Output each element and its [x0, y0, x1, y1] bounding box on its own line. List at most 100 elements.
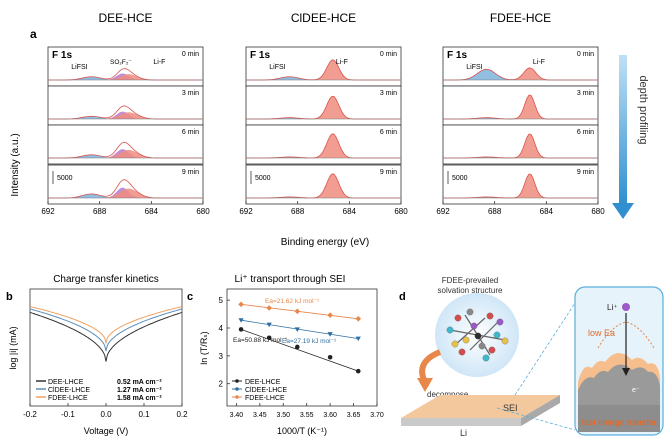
xps-column-3: FDEE-HCE 0 min F 1s LiFSI Li-F 3 min 6 min 9 mi… — [436, 11, 605, 216]
data-point — [355, 368, 361, 374]
li-label: Li — [460, 428, 467, 438]
atom — [478, 342, 486, 350]
xps-row: 6 min — [442, 124, 599, 165]
time-label: 6 min — [380, 129, 397, 136]
xps-row: 9 min 5000 — [245, 164, 402, 205]
x-tick-label: 3.40 — [230, 412, 244, 419]
low-ea-label: low Ea — [588, 328, 615, 338]
atom — [454, 314, 462, 322]
panel-b-title: Charge transfer kinetics — [53, 274, 159, 285]
depth-profiling-arrow — [612, 55, 634, 219]
li-bulk — [578, 405, 660, 432]
atom — [486, 312, 494, 320]
li-path-arrowhead — [622, 368, 630, 376]
zoom-line-top — [514, 302, 576, 396]
panel-c-title: Li⁺ transport through SEI — [235, 274, 346, 285]
lifsi-peak — [48, 193, 203, 198]
scale-label: 5000 — [57, 175, 73, 182]
xps-row: 0 min F 1s LiFSI SO₂F₂⁻ Li-F — [47, 46, 204, 87]
column-title: DEE-HCE — [98, 11, 152, 25]
li-slab-front — [401, 418, 521, 426]
lif-label: Li-F — [336, 59, 348, 66]
data-point — [355, 316, 362, 322]
li-ion-sphere — [622, 303, 630, 311]
data-point — [266, 322, 272, 328]
depth-label: depth profiling — [637, 75, 649, 144]
column-title: FDEE-HCE — [490, 11, 551, 25]
decompose-label: decompose — [427, 390, 469, 399]
data-point — [327, 312, 333, 318]
x-tick-label: -0.2 — [23, 410, 37, 419]
scale-label: 5000 — [255, 175, 271, 182]
x-tick-label: 3.70 — [370, 412, 384, 419]
xps-row: 3 min — [245, 85, 402, 126]
lif-label: Li-F — [533, 59, 545, 66]
time-label: 6 min — [577, 129, 594, 136]
x-tick-label: 3.45 — [253, 412, 267, 419]
xps-column-2: ClDEE-HCE 0 min F 1s LiFSI Li-F 3 min 6 min 9 m… — [239, 11, 408, 216]
x-tick-label: 684 — [343, 207, 357, 216]
x-tick-label: 688 — [291, 207, 305, 216]
fit-line — [241, 319, 359, 339]
atom — [496, 318, 504, 326]
decompose-arrowhead — [417, 378, 433, 392]
legend-name: DEE-LHCE — [48, 379, 84, 386]
li-ion-label: Li⁺ — [607, 303, 617, 312]
atom — [493, 331, 501, 339]
panel-c-ylabel: ln (T/Rₛ) — [199, 331, 209, 364]
atom — [474, 332, 482, 340]
y-tick-label: 5 — [219, 296, 224, 305]
caption-line2: solvation structure — [438, 286, 503, 295]
lif-peak — [48, 74, 203, 80]
lif-peak — [246, 173, 401, 198]
xps-row: 0 min F 1s LiFSI Li-F — [245, 46, 402, 87]
legend-marker — [235, 395, 239, 399]
atom — [470, 322, 478, 330]
x-tick-label: 680 — [196, 207, 210, 216]
legend-marker — [235, 387, 239, 391]
energy-barrier — [597, 321, 655, 349]
time-label: 0 min — [182, 51, 199, 58]
lif-peak — [48, 149, 203, 158]
x-tick-label: 688 — [488, 207, 502, 216]
x-tick-label: 684 — [540, 207, 554, 216]
x-tick-label: 3.55 — [300, 412, 314, 419]
x-tick-label: 688 — [93, 207, 107, 216]
x-tick-label: 692 — [239, 207, 253, 216]
data-point — [327, 332, 333, 337]
f1s-label: F 1s — [52, 50, 72, 61]
x-tick-label: 692 — [436, 207, 450, 216]
legend-name: FDEE-LHCE — [245, 395, 285, 402]
x-tick-label: 3.50 — [276, 412, 290, 419]
atom — [482, 354, 490, 362]
lif-peak — [246, 133, 401, 158]
caption-line1: FDEE-prevailed — [442, 276, 498, 285]
fit-line — [240, 329, 359, 372]
panel-b-xlabel: Voltage (V) — [84, 426, 129, 436]
legend-name: FDEE-LHCE — [48, 395, 88, 402]
panel-c-xlabel: 1000/T (K⁻¹) — [277, 426, 327, 436]
tafel-curve — [29, 306, 183, 345]
data-point — [294, 308, 301, 315]
data-point — [266, 305, 272, 311]
panel-a-xlabel: Binding energy (eV) — [281, 237, 369, 248]
time-label: 0 min — [577, 51, 594, 58]
panel-c-label: c — [187, 291, 193, 303]
time-label: 3 min — [577, 90, 594, 97]
f1s-label: F 1s — [250, 50, 270, 61]
data-point — [294, 327, 300, 332]
fast-transfer-label: fast charge transfer — [582, 418, 657, 427]
legend-value: 1.58 mA cm⁻² — [117, 395, 162, 402]
x-tick-label: -0.1 — [61, 410, 75, 419]
x-tick-label: 0.1 — [138, 410, 150, 419]
lif-peak — [48, 112, 203, 119]
atom — [462, 336, 470, 344]
time-label: 6 min — [182, 129, 199, 136]
time-label: 9 min — [380, 169, 397, 176]
x-tick-label: 680 — [394, 207, 408, 216]
y-tick-label: 4 — [219, 324, 224, 333]
legend-name: ClDEE-LHCE — [245, 387, 287, 394]
panel-b-label: b — [6, 291, 13, 303]
xps-row: 0 min F 1s LiFSI Li-F — [442, 46, 599, 87]
